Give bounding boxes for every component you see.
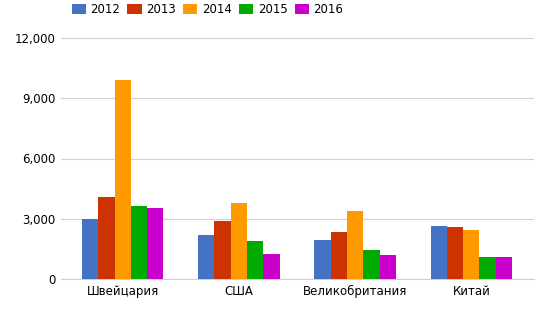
- Bar: [347, 211, 363, 279]
- Legend: 2012, 2013, 2014, 2015, 2016: 2012, 2013, 2014, 2015, 2016: [72, 3, 343, 16]
- Bar: [98, 197, 114, 279]
- Bar: [496, 257, 512, 279]
- Bar: [463, 230, 480, 279]
- Bar: [214, 221, 231, 279]
- Bar: [447, 227, 463, 279]
- Bar: [247, 241, 263, 279]
- Bar: [131, 206, 147, 279]
- Bar: [147, 208, 163, 279]
- Bar: [480, 257, 496, 279]
- Bar: [82, 219, 98, 279]
- Bar: [331, 232, 347, 279]
- Bar: [379, 255, 396, 279]
- Bar: [198, 235, 214, 279]
- Bar: [114, 80, 131, 279]
- Bar: [431, 226, 447, 279]
- Bar: [363, 250, 379, 279]
- Bar: [263, 254, 279, 279]
- Bar: [315, 240, 331, 279]
- Bar: [231, 203, 247, 279]
